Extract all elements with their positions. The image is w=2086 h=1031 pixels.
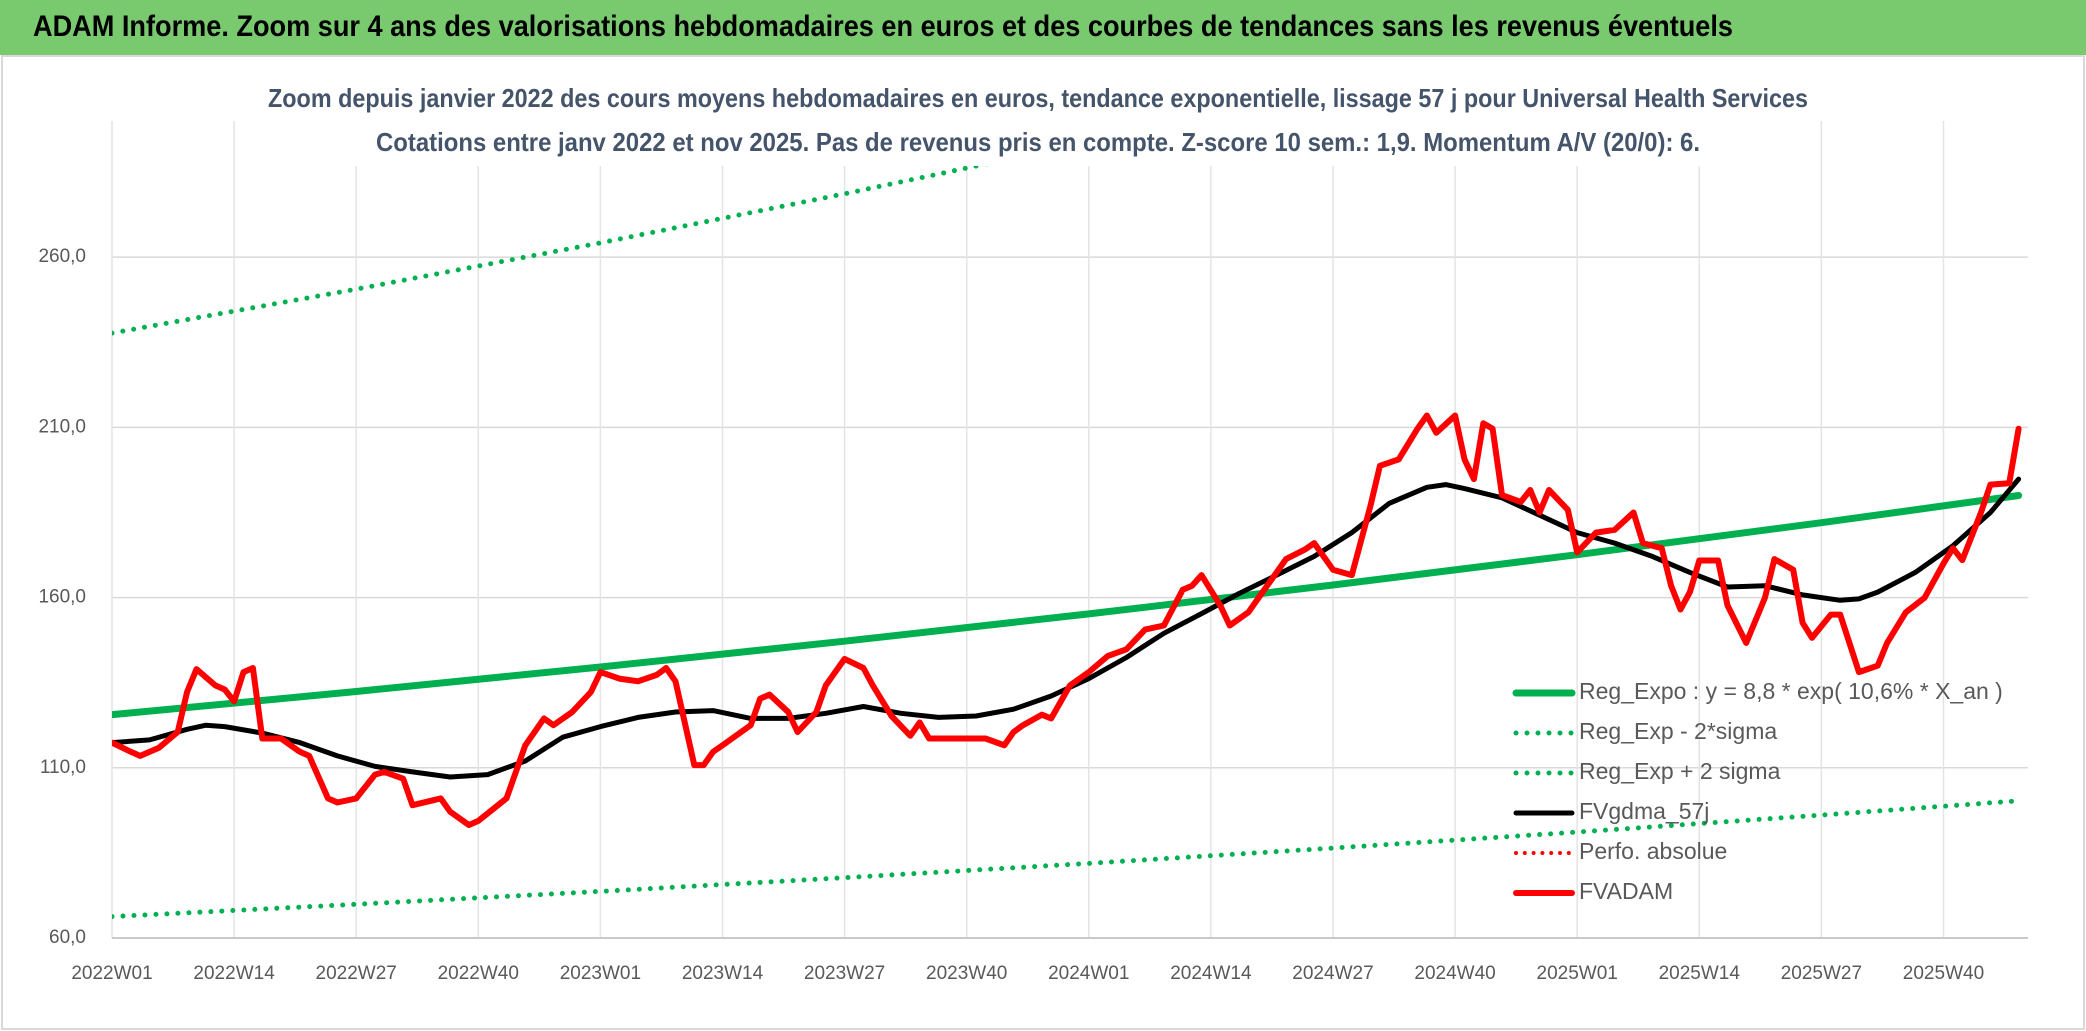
- x-tick-label: 2025W14: [1659, 963, 1741, 984]
- x-tick-label: 2023W14: [682, 963, 764, 984]
- x-tick-label: 2022W40: [438, 963, 519, 984]
- chart-subtitle: Cotations entre janv 2022 et nov 2025. P…: [376, 127, 1700, 157]
- y-tick-label: 160,0: [38, 587, 86, 608]
- title-backdrop: [260, 78, 1820, 166]
- legend-label: Reg_Exp + 2 sigma: [1579, 758, 1781, 784]
- axes: 60,0 110,0 160,0 210,0 260,0 2022W01 2022W14 20…: [38, 246, 2028, 984]
- x-tick-label: 2024W01: [1048, 963, 1129, 984]
- y-tick-label: 60,0: [49, 927, 86, 948]
- chart-frame: [1, 55, 2085, 1030]
- x-tick-label: 2023W01: [560, 963, 641, 984]
- x-tick-label: 2022W01: [71, 963, 152, 984]
- x-tick-label: 2024W14: [1170, 963, 1252, 984]
- legend-label: FVADAM: [1579, 878, 1673, 904]
- legend-label: Reg_Exp - 2*sigma: [1579, 718, 1777, 744]
- header-bar: [0, 0, 2086, 55]
- legend-label: Reg_Expo : y = 8,8 * exp( 10,6% * X_an ): [1579, 678, 2003, 704]
- x-tick-label: 2022W14: [193, 963, 275, 984]
- y-tick-label: 210,0: [38, 416, 86, 437]
- series-line: [112, 476, 2022, 780]
- plot-lines: [112, 121, 2023, 920]
- legend-label: FVgdma_57j: [1579, 798, 1709, 824]
- grid: [111, 121, 2028, 939]
- x-tick-label: 2024W27: [1292, 963, 1373, 984]
- series-line: [112, 492, 2023, 719]
- legend-label: Perfo. absolue: [1579, 838, 1727, 864]
- y-tick-label: 110,0: [40, 757, 86, 778]
- x-tick-label: 2025W40: [1903, 963, 1984, 984]
- y-tick-label: 260,0: [38, 246, 86, 267]
- series-line: [112, 798, 2022, 920]
- x-tick-label: 2023W40: [926, 963, 1007, 984]
- x-tick-label: 2025W01: [1537, 963, 1618, 984]
- legend: Reg_Expo : y = 8,8 * exp( 10,6% * X_an )…: [1512, 678, 2003, 904]
- x-tick-label: 2025W27: [1781, 963, 1862, 984]
- header-title: ADAM Informe. Zoom sur 4 ans des valoris…: [33, 10, 1733, 43]
- x-tick-label: 2022W27: [316, 963, 397, 984]
- x-tick-label: 2023W27: [804, 963, 885, 984]
- series-line: [112, 412, 2022, 828]
- x-tick-label: 2024W40: [1414, 963, 1495, 984]
- series-line: [112, 121, 1197, 336]
- chart-title: Zoom depuis janvier 2022 des cours moyen…: [268, 83, 1808, 113]
